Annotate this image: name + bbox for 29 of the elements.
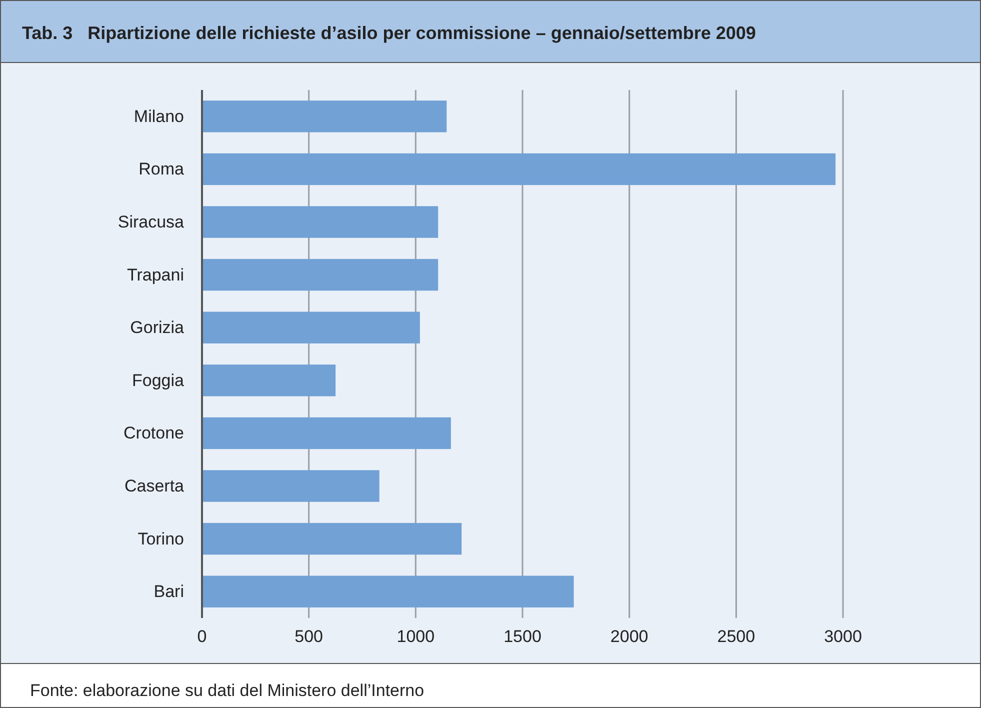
bar [202,206,438,238]
bar [202,312,420,344]
y-tick-label: Foggia [132,370,185,390]
bar [202,417,451,450]
y-tick-label: Bari [154,582,184,602]
y-tick-label: Torino [138,529,184,548]
y-tick-label: Roma [138,160,185,179]
x-tick-label: 2500 [717,627,756,646]
y-tick-label: Gorizia [130,318,185,338]
x-tick-label: 1500 [504,627,542,646]
x-tick-label: 0 [197,627,207,646]
x-tick-label: 500 [294,627,324,646]
bar [202,470,380,502]
x-tick-label: 3000 [824,627,862,646]
bar [202,576,574,608]
bar [202,100,447,132]
chart-title: Tab. 3 Ripartizione delle richieste d’asilo per commissione – gennaio/settembre 2009 [22,23,756,43]
y-tick-label: Caserta [124,476,185,496]
x-tick-label: 2000 [610,627,648,646]
x-tick-label: 1000 [396,627,435,646]
bar [202,522,462,555]
bar [202,153,836,186]
y-tick-label: Trapani [126,265,184,284]
source-note: Fonte: elaborazione su dati del Ministero dell’Interno [30,681,424,700]
bar [202,364,336,396]
y-tick-label: Milano [134,106,184,126]
y-tick-label: Crotone [124,424,184,443]
bar [202,258,438,291]
y-tick-label: Siracusa [118,212,185,232]
